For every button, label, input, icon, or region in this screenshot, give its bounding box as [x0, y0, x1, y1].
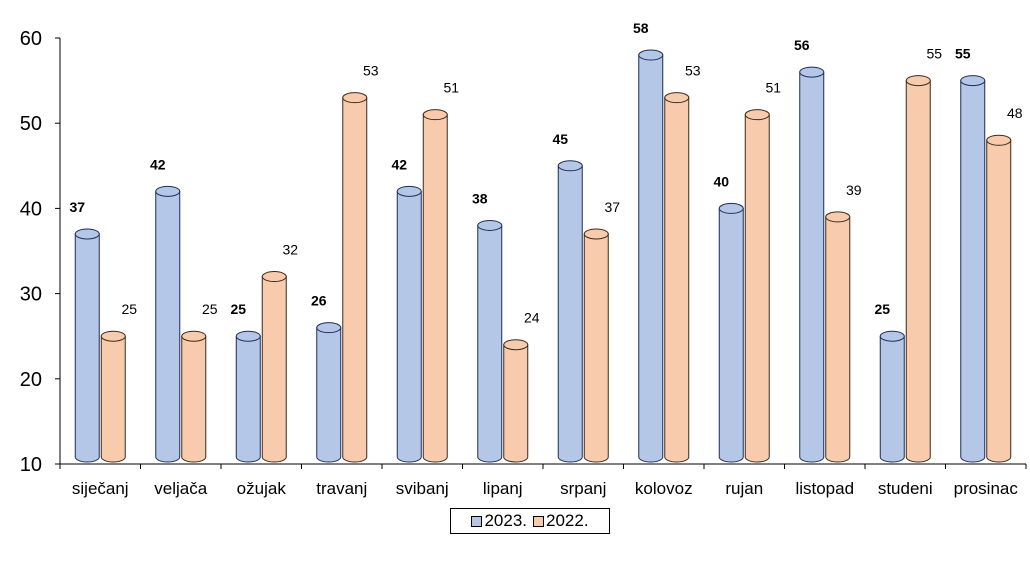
data-label-series-b: 37 — [604, 199, 620, 215]
bar-series-a — [879, 330, 905, 463]
data-label-series-b: 24 — [524, 310, 540, 326]
bar-series-a — [799, 66, 825, 463]
data-label-series-a: 37 — [69, 199, 85, 215]
bar-series-b — [744, 109, 770, 463]
y-tick-label: 20 — [20, 369, 42, 391]
data-label-series-b: 25 — [202, 301, 218, 317]
x-tick-label: veljača — [154, 479, 207, 498]
bar-series-a — [316, 322, 342, 463]
x-tick-label: srpanj — [560, 479, 606, 498]
bar-series-a — [638, 49, 664, 463]
x-tick-label: rujan — [725, 479, 763, 498]
x-tick-label: svibanj — [396, 479, 449, 498]
y-tick-label: 50 — [20, 113, 42, 135]
data-label-series-b: 48 — [1007, 105, 1023, 121]
bar-series-b — [664, 92, 690, 463]
bar-series-a — [960, 75, 986, 463]
y-tick-label: 30 — [20, 284, 42, 306]
x-tick-label: prosinac — [954, 479, 1019, 498]
bar-series-a — [155, 185, 181, 463]
bar-series-b — [905, 75, 931, 463]
bar-series-a — [477, 219, 503, 463]
data-label-series-a: 38 — [472, 190, 488, 206]
bars — [74, 49, 1012, 463]
data-label-series-a: 40 — [713, 173, 729, 189]
bar-series-b — [986, 134, 1012, 463]
data-label-series-a: 42 — [150, 156, 166, 172]
x-tick-label: lipanj — [483, 479, 523, 498]
bar-chart: 10 20 30 40 50 60 siječanj veljača ožujak travan… — [20, 20, 1027, 498]
x-tick-label: studeni — [878, 479, 933, 498]
bar-series-a — [235, 330, 261, 463]
y-tick-label: 10 — [20, 454, 42, 476]
data-label-series-b: 39 — [846, 182, 862, 198]
data-labels: 37 42 25 26 42 38 45 58 40 56 25 55 25 25 32 53 51 24 37 53… — [69, 20, 1022, 326]
bar-series-b — [422, 109, 448, 463]
data-label-series-b: 51 — [765, 80, 781, 96]
bar-series-b — [503, 339, 529, 463]
data-label-series-b: 25 — [121, 301, 137, 317]
data-label-series-a: 58 — [633, 20, 649, 36]
legend-label-series-a: 2023. — [484, 511, 527, 530]
data-label-series-a: 25 — [874, 301, 890, 317]
data-label-series-a: 55 — [955, 46, 971, 62]
bar-series-a — [74, 228, 100, 463]
x-tick-label: siječanj — [72, 479, 129, 498]
bar-series-b — [583, 228, 609, 463]
y-axis: 10 20 30 40 50 60 — [20, 28, 61, 476]
data-label-series-a: 26 — [311, 293, 327, 309]
bar-series-a — [718, 202, 744, 463]
legend-swatch-series-b — [533, 515, 544, 527]
data-label-series-a: 25 — [230, 301, 246, 317]
bar-series-b — [261, 271, 287, 463]
legend-item-series-b: 2022. — [533, 511, 589, 531]
x-tick-label: listopad — [795, 479, 854, 498]
legend-label-series-b: 2022. — [546, 511, 589, 530]
data-label-series-a: 56 — [794, 37, 810, 53]
x-tick-label: kolovoz — [635, 479, 693, 498]
data-label-series-a: 45 — [552, 131, 568, 147]
x-tick-label: travanj — [316, 479, 367, 498]
bar-series-a — [396, 185, 422, 463]
bar-series-b — [825, 211, 851, 463]
legend: 2023. 2022. — [450, 508, 610, 534]
data-label-series-a: 42 — [391, 156, 407, 172]
data-label-series-b: 32 — [282, 242, 298, 258]
x-tick-label: ožujak — [237, 479, 287, 498]
data-label-series-b: 53 — [363, 63, 379, 79]
bar-series-b — [181, 330, 207, 463]
bar-series-b — [100, 330, 126, 463]
data-label-series-b: 53 — [685, 63, 701, 79]
data-label-series-b: 51 — [443, 80, 459, 96]
legend-item-series-a: 2023. — [471, 511, 527, 531]
y-tick-label: 60 — [20, 28, 42, 50]
bar-series-b — [342, 92, 368, 463]
bar-series-a — [557, 160, 583, 463]
data-label-series-b: 55 — [926, 46, 942, 62]
legend-swatch-series-a — [471, 515, 483, 527]
y-tick-label: 40 — [20, 198, 42, 220]
x-axis: siječanj veljača ožujak travanj svibanj lipan… — [59, 463, 1027, 498]
